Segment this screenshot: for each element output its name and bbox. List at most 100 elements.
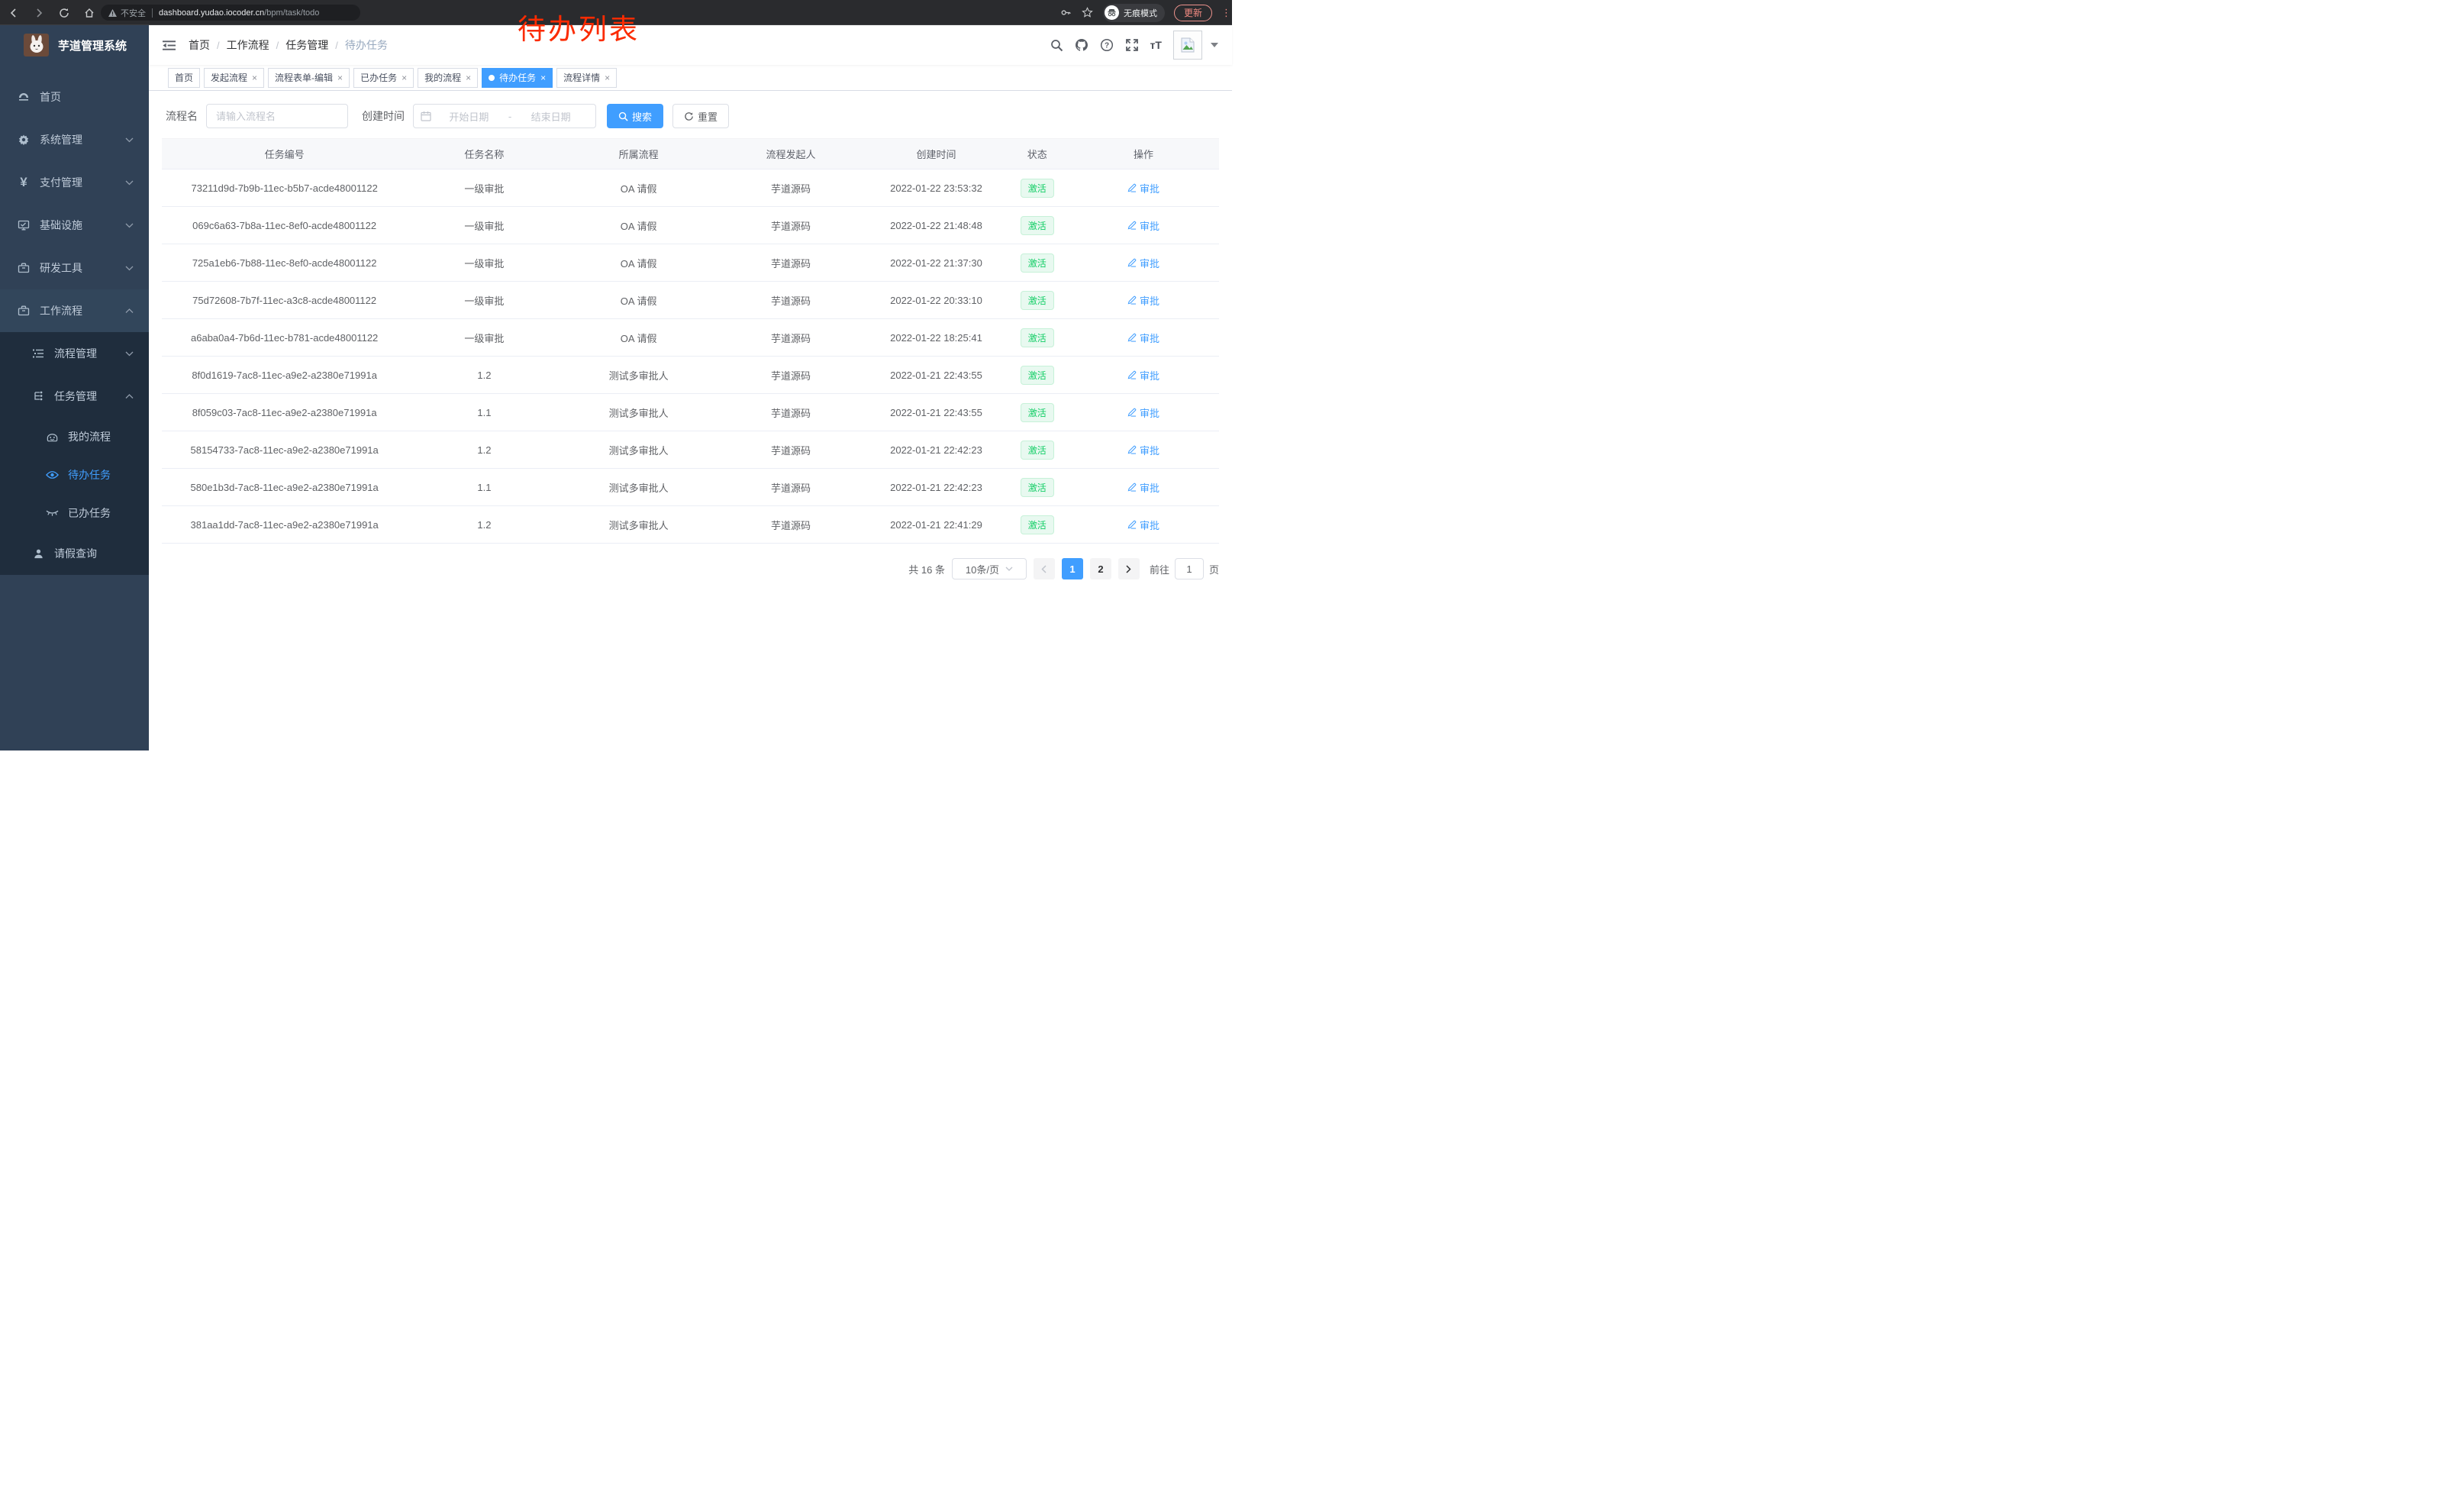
- tab-label: 流程表单-编辑: [275, 73, 334, 83]
- cell-process: OA 请假: [561, 206, 716, 244]
- app-logo-row[interactable]: 芋道管理系统: [0, 25, 149, 65]
- approve-link[interactable]: 审批: [1127, 443, 1159, 457]
- sidebar-item-payment[interactable]: ¥ 支付管理: [0, 161, 149, 204]
- page-button-1[interactable]: 1: [1061, 558, 1083, 579]
- back-icon[interactable]: [8, 7, 20, 19]
- sidebar-item-todo-task[interactable]: 待办任务: [0, 456, 149, 494]
- cell-starter: 芋道源码: [715, 244, 866, 282]
- breadcrumb-home[interactable]: 首页: [189, 39, 210, 51]
- browser-menu-icon[interactable]: ⋮: [1221, 6, 1231, 18]
- reload-icon[interactable]: [58, 7, 70, 19]
- sidebar-item-task-mgmt[interactable]: 任务管理: [0, 375, 149, 418]
- pencil-icon: [1127, 408, 1137, 417]
- cell-starter: 芋道源码: [715, 206, 866, 244]
- prev-page-button[interactable]: [1033, 558, 1055, 579]
- forward-icon[interactable]: [33, 7, 45, 19]
- cell-action: 审批: [1067, 244, 1219, 282]
- sidebar-item-process-mgmt[interactable]: 流程管理: [0, 332, 149, 375]
- status-badge: 激活: [1020, 440, 1054, 460]
- breadcrumb-workflow[interactable]: 工作流程: [226, 39, 269, 51]
- cell-task-name: 1.1: [407, 468, 562, 506]
- chevron-down-icon: [125, 351, 134, 357]
- close-icon[interactable]: ×: [402, 72, 408, 83]
- cell-starter: 芋道源码: [715, 281, 866, 319]
- close-icon[interactable]: ×: [605, 72, 611, 83]
- avatar[interactable]: [1173, 31, 1202, 60]
- close-icon[interactable]: ×: [252, 72, 258, 83]
- cell-process: 测试多审批人: [561, 393, 716, 431]
- dashboard-icon: [15, 91, 33, 103]
- page-suffix: 页: [1208, 563, 1219, 576]
- tab-label: 流程详情: [563, 73, 601, 83]
- collapse-sidebar-icon[interactable]: [163, 40, 176, 51]
- search-button[interactable]: 搜索: [607, 104, 664, 128]
- incognito-badge: 无痕模式: [1102, 3, 1165, 22]
- goto-page-input[interactable]: [1174, 558, 1204, 579]
- approve-link[interactable]: 审批: [1127, 480, 1159, 495]
- cell-status: 激活: [1006, 318, 1068, 357]
- search-icon[interactable]: [1050, 39, 1063, 52]
- help-icon[interactable]: ?: [1100, 38, 1114, 52]
- tab-2[interactable]: 流程表单-编辑 ×: [268, 67, 350, 88]
- tab-3[interactable]: 已办任务 ×: [353, 67, 414, 88]
- close-icon[interactable]: ×: [540, 72, 547, 83]
- tab-1[interactable]: 发起流程 ×: [204, 67, 265, 88]
- fullscreen-icon[interactable]: [1125, 38, 1139, 52]
- github-icon[interactable]: [1075, 38, 1088, 52]
- tab-label: 首页: [175, 73, 194, 83]
- sidebar-item-system[interactable]: 系统管理: [0, 118, 149, 161]
- app-header: 首页 / 工作流程 / 任务管理 / 待办任务 ? ᴛT: [149, 25, 1232, 65]
- approve-link[interactable]: 审批: [1127, 405, 1159, 420]
- reset-button[interactable]: 重置: [672, 104, 730, 128]
- cell-task-name: 一级审批: [407, 281, 562, 319]
- cell-task-name: 一级审批: [407, 169, 562, 207]
- tab-4[interactable]: 我的流程 ×: [418, 67, 479, 88]
- password-key-icon[interactable]: [1060, 7, 1072, 19]
- approve-link[interactable]: 审批: [1127, 256, 1159, 270]
- pagination: 共 16 条 10条/页 1 2 前往 页: [149, 558, 1219, 579]
- font-size-icon[interactable]: ᴛT: [1150, 39, 1162, 51]
- col-task-id: 任务编号: [162, 138, 408, 169]
- sidebar-item-leave-query[interactable]: 请假查询: [0, 532, 149, 575]
- sidebar-item-workflow[interactable]: 工作流程: [0, 289, 149, 332]
- status-badge: 激活: [1020, 477, 1054, 497]
- browser-update-button[interactable]: 更新: [1173, 4, 1212, 21]
- page-button-2[interactable]: 2: [1089, 558, 1111, 579]
- cell-status: 激活: [1006, 356, 1068, 394]
- pencil-icon: [1127, 370, 1137, 379]
- page-size-select[interactable]: 10条/页: [951, 558, 1027, 579]
- home-icon[interactable]: [83, 7, 95, 19]
- next-page-button[interactable]: [1118, 558, 1140, 579]
- approve-link[interactable]: 审批: [1127, 518, 1159, 532]
- sidebar-item-devtools[interactable]: 研发工具: [0, 247, 149, 289]
- approve-link[interactable]: 审批: [1127, 293, 1159, 308]
- approve-link[interactable]: 审批: [1127, 331, 1159, 345]
- chevron-up-icon: [125, 308, 134, 314]
- sidebar-item-done-task[interactable]: 已办任务: [0, 494, 149, 532]
- approve-link[interactable]: 审批: [1127, 218, 1159, 233]
- cell-process: OA 请假: [561, 244, 716, 282]
- close-icon[interactable]: ×: [466, 72, 472, 83]
- approve-link[interactable]: 审批: [1127, 181, 1159, 195]
- col-status: 状态: [1006, 138, 1068, 169]
- sidebar-item-home[interactable]: 首页: [0, 76, 149, 118]
- sidebar-item-infra[interactable]: 基础设施: [0, 204, 149, 247]
- date-range-picker[interactable]: 开始日期 - 结束日期: [413, 104, 596, 128]
- close-icon[interactable]: ×: [337, 72, 343, 83]
- approve-link[interactable]: 审批: [1127, 368, 1159, 383]
- address-bar[interactable]: 不安全 dashboard.yudao.iocoder.cn/bpm/task/…: [101, 5, 360, 21]
- col-task-name: 任务名称: [407, 138, 562, 169]
- tab-0[interactable]: 首页: [168, 67, 201, 88]
- tab-5[interactable]: 待办任务 ×: [482, 67, 553, 88]
- sidebar-item-my-process[interactable]: 我的流程: [0, 418, 149, 456]
- tab-label: 我的流程: [424, 73, 462, 83]
- table-row: 75d72608-7b7f-11ec-a3c8-acde48001122 一级审批…: [162, 281, 1219, 319]
- bookmark-star-icon[interactable]: [1082, 7, 1094, 19]
- tab-6[interactable]: 流程详情 ×: [556, 67, 618, 88]
- breadcrumb-task-mgmt[interactable]: 任务管理: [285, 39, 329, 51]
- cell-task-id: 580e1b3d-7ac8-11ec-a9e2-a2380e71991a: [162, 468, 408, 506]
- cell-task-name: 一级审批: [407, 206, 562, 244]
- user-caret-icon[interactable]: [1211, 43, 1218, 47]
- process-name-input[interactable]: [206, 104, 348, 128]
- active-tab-dot: [489, 74, 495, 81]
